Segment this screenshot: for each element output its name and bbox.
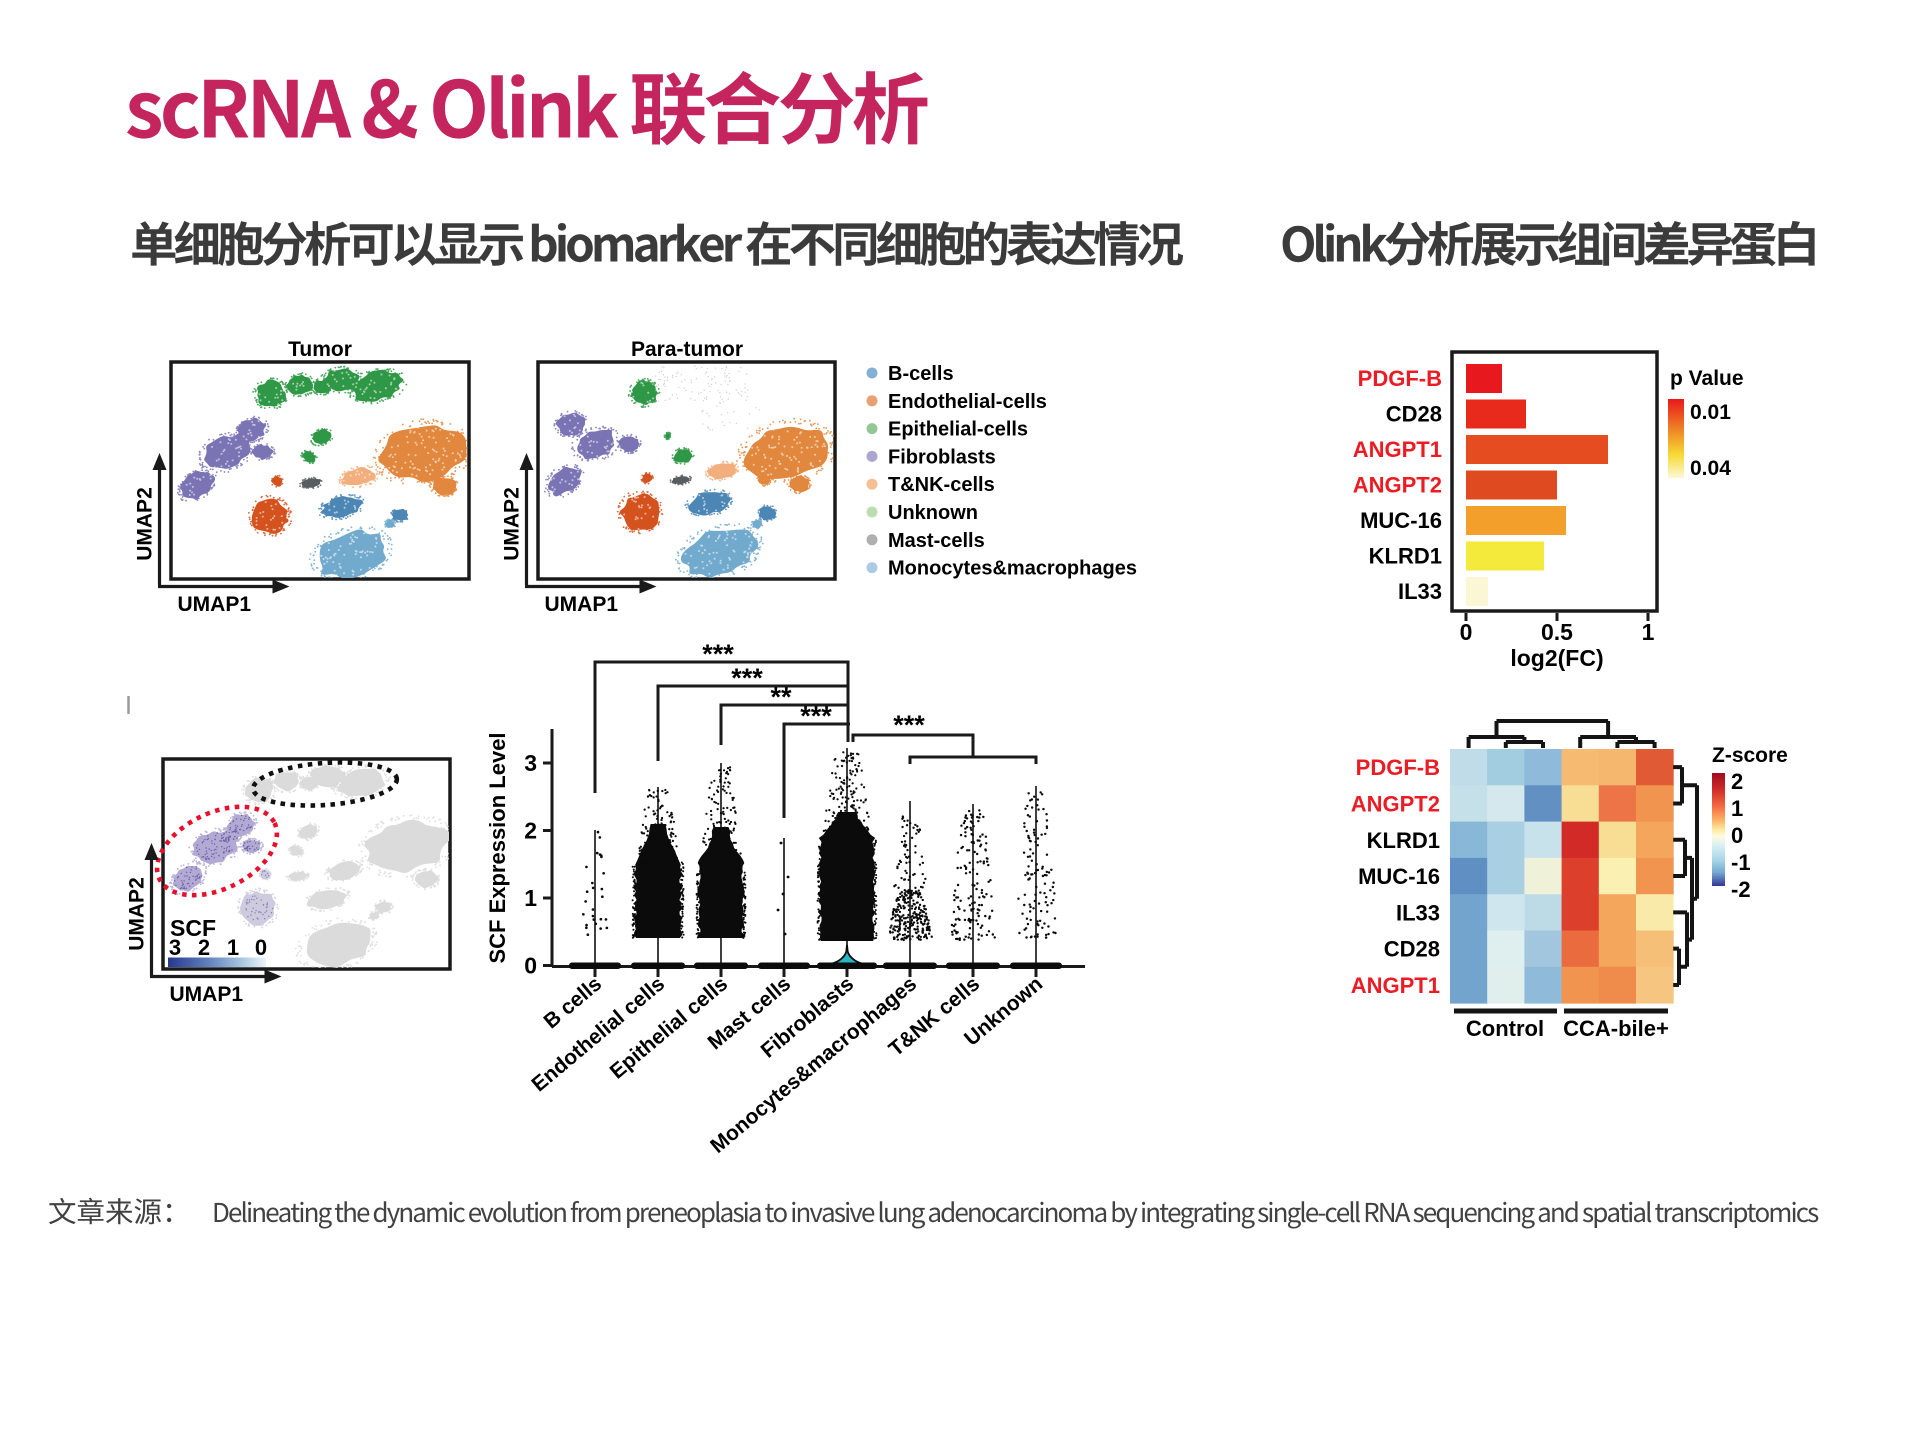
svg-text:Z-score: Z-score [1712,744,1788,767]
svg-text:-2: -2 [1731,877,1751,902]
svg-text:Epithelial-cells: Epithelial-cells [888,419,1028,441]
svg-text:1: 1 [1731,796,1743,821]
svg-text:CD28: CD28 [1386,402,1442,427]
svg-text:2: 2 [198,935,210,960]
svg-text:0: 0 [255,935,267,960]
svg-text:ANGPT1: ANGPT1 [1351,973,1440,998]
svg-text:Monocytes&macrophages: Monocytes&macrophages [888,558,1137,580]
svg-text:Endothelial-cells: Endothelial-cells [888,391,1047,413]
svg-text:***: *** [702,639,734,669]
svg-text:IL33: IL33 [1396,900,1440,925]
svg-text:ANGPT2: ANGPT2 [1351,791,1440,816]
svg-text:ANGPT1: ANGPT1 [1353,437,1442,462]
svg-text:PDGF-B: PDGF-B [1356,755,1440,780]
svg-text:MUC-16: MUC-16 [1358,864,1440,889]
svg-text:0.04: 0.04 [1690,457,1731,480]
svg-text:PDGF-B: PDGF-B [1358,366,1442,391]
svg-text:ANGPT2: ANGPT2 [1353,473,1442,498]
svg-text:Para-tumor: Para-tumor [631,338,743,361]
svg-text:2: 2 [1731,769,1743,794]
svg-text:log2(FC): log2(FC) [1510,645,1603,671]
svg-text:Control: Control [1466,1016,1544,1041]
svg-text:3: 3 [169,935,181,960]
svg-text:MUC-16: MUC-16 [1360,508,1442,533]
svg-text:0.01: 0.01 [1690,401,1731,424]
svg-text:-1: -1 [1731,850,1751,875]
svg-text:p Value: p Value [1670,367,1744,390]
svg-text:KLRD1: KLRD1 [1367,828,1440,853]
svg-text:Mast-cells: Mast-cells [888,530,985,552]
svg-text:T&NK-cells: T&NK-cells [888,474,995,496]
svg-text:B-cells: B-cells [888,363,954,385]
svg-text:2: 2 [524,818,537,844]
svg-text:UMAP1: UMAP1 [178,593,252,616]
svg-text:0: 0 [1731,823,1743,848]
svg-text:SCF Expression Level: SCF Expression Level [485,732,510,963]
svg-text:Tumor: Tumor [288,338,352,361]
svg-text:CCA-bile+: CCA-bile+ [1563,1016,1669,1041]
svg-text:Unknown: Unknown [888,502,978,524]
svg-text:UMAP1: UMAP1 [545,593,619,616]
svg-text:3: 3 [524,750,537,776]
svg-text:1: 1 [227,935,239,960]
svg-text:Fibroblasts: Fibroblasts [888,446,996,468]
svg-text:0: 0 [524,953,537,979]
svg-text:0.5: 0.5 [1541,619,1573,645]
svg-text:1: 1 [1642,619,1655,645]
svg-text:CD28: CD28 [1384,937,1440,962]
svg-text:IL33: IL33 [1398,579,1442,604]
svg-text:UMAP2: UMAP2 [134,487,157,561]
svg-text:KLRD1: KLRD1 [1369,544,1442,569]
svg-text:0: 0 [1460,619,1473,645]
svg-text:UMAP1: UMAP1 [170,983,244,1006]
svg-text:UMAP2: UMAP2 [501,487,524,561]
svg-text:***: *** [893,710,925,740]
svg-text:**: ** [770,682,792,712]
svg-text:***: *** [800,701,832,731]
svg-text:UMAP2: UMAP2 [126,877,149,951]
svg-text:1: 1 [524,885,537,911]
svg-text:***: *** [731,663,763,693]
svg-text:SCF: SCF [170,915,216,941]
